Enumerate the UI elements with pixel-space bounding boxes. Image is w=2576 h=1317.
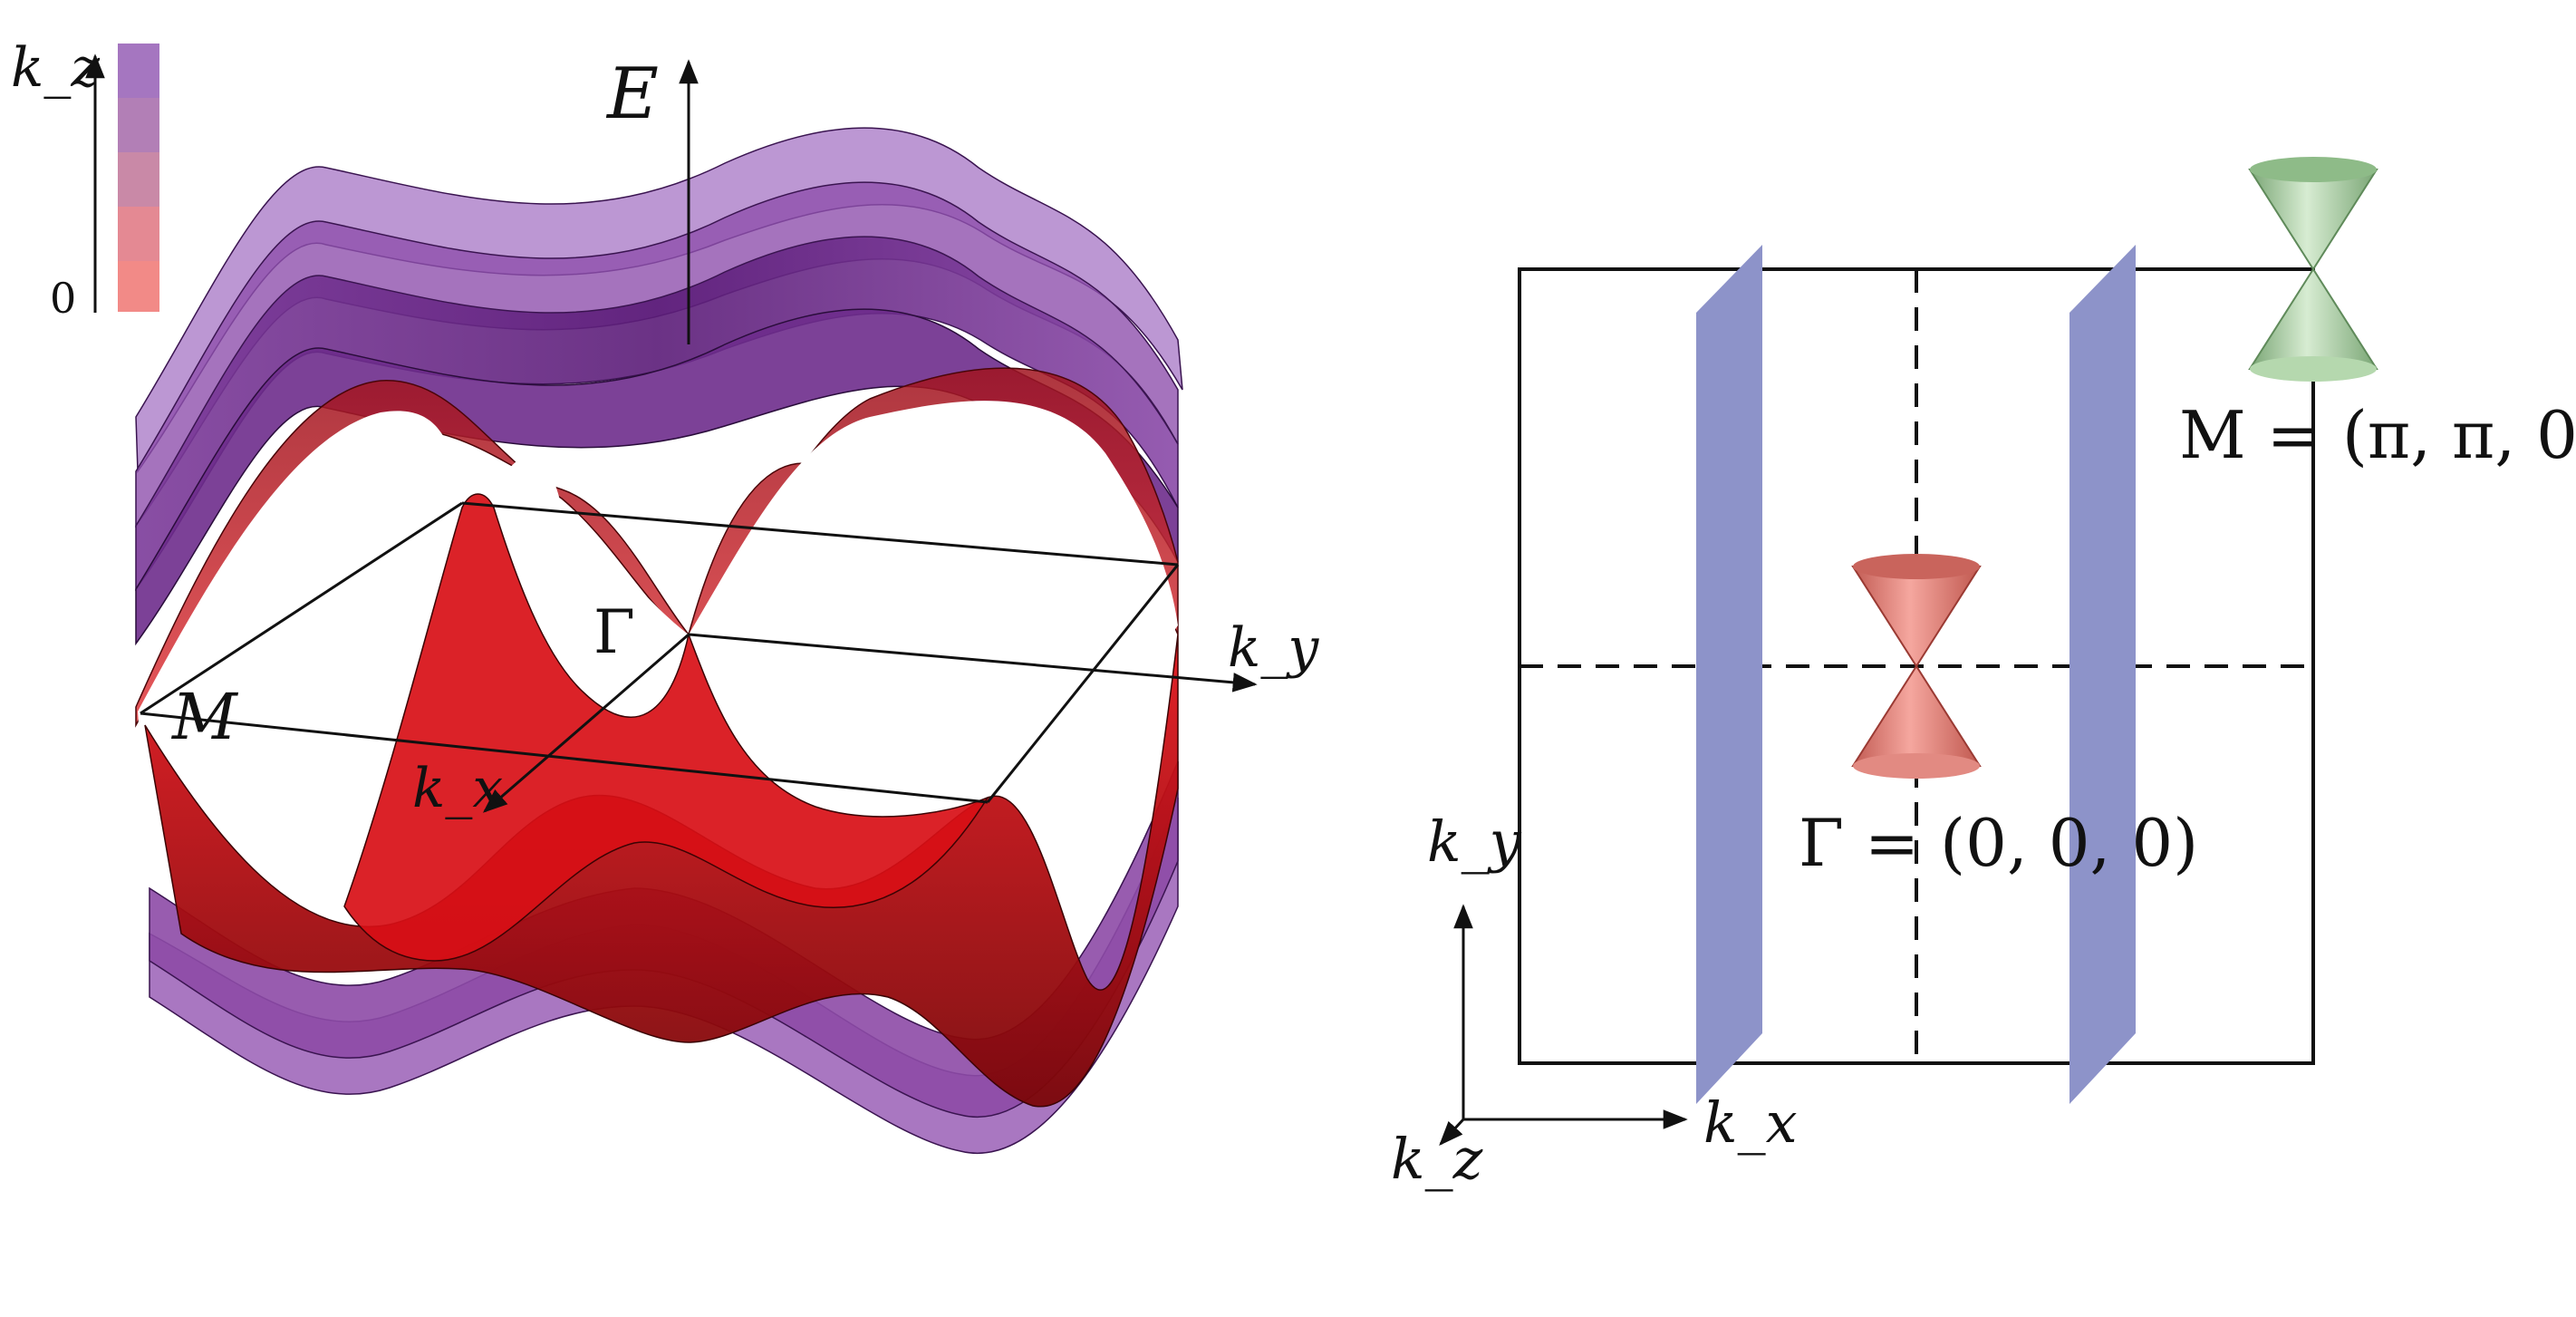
bz-edge-top-right: [461, 501, 1179, 567]
bz-edge-bottom-right: [986, 564, 1180, 803]
kz-scale-label: k_z: [11, 36, 100, 100]
m-cone-lower: [2248, 267, 2378, 370]
lower-cone-front: [343, 493, 989, 962]
kz-swatch-1: [118, 44, 159, 98]
nodal-plane-right: [2069, 245, 2136, 1104]
gamma-dirac-cone: [1851, 554, 1982, 779]
m-cone-bottom-rim: [2250, 356, 2377, 382]
triad-kx-label: k_x: [1703, 1089, 1798, 1156]
bz-edge-bottom-left: [140, 712, 989, 804]
kz-swatch-2: [118, 98, 159, 152]
kz-swatch-4: [118, 207, 159, 261]
triad-kz-label: k_z: [1391, 1126, 1483, 1192]
ky-axis: [688, 633, 1258, 692]
upper-cone-surfaces: [135, 367, 1179, 925]
gap-region-left: [138, 411, 689, 925]
gamma-cone-bottom-rim: [1853, 753, 1980, 779]
kx-label: k_x: [412, 757, 503, 820]
gap-region-right: [689, 401, 1178, 802]
kz-zero-label: 0: [50, 274, 76, 323]
kz-swatch-3: [118, 152, 159, 207]
gamma-cone-lower: [1851, 664, 1982, 767]
brillouin-zone-panel: Γ = (0, 0, 0) M = (π, π, 0) k_y k_x k_z: [1391, 157, 2576, 1192]
gamma-label: Γ: [593, 597, 635, 667]
kz-color-scale: k_z 0: [11, 36, 159, 323]
kx-axis: [482, 633, 690, 813]
axis-triad: [1439, 904, 1688, 1146]
gamma-cone-top-rim: [1853, 554, 1980, 579]
nodal-plane-left: [1696, 245, 1762, 1104]
kz-swatch-5: [118, 261, 159, 312]
m-cone-upper: [2248, 169, 2378, 271]
m-cone-top-rim: [2250, 157, 2377, 182]
gamma-point-label: Γ = (0, 0, 0): [1799, 805, 2198, 881]
lower-band-surfaces: [144, 493, 1179, 1154]
m-dirac-cone: [2248, 157, 2378, 382]
m-point-label: M = (π, π, 0): [2179, 397, 2576, 473]
ky-label: k_y: [1228, 616, 1319, 680]
brillouin-zone-wireframe: [140, 59, 1258, 813]
triad-ky-label: k_y: [1427, 809, 1522, 875]
bz-edge-top-left: [140, 501, 463, 715]
energy-axis-label: E: [605, 53, 659, 135]
triad-kz-axis: [1439, 1118, 1465, 1146]
m-label: M: [170, 680, 239, 754]
band-structure-panel: k_z 0: [11, 36, 1319, 1154]
gamma-cone-upper: [1851, 566, 1982, 668]
